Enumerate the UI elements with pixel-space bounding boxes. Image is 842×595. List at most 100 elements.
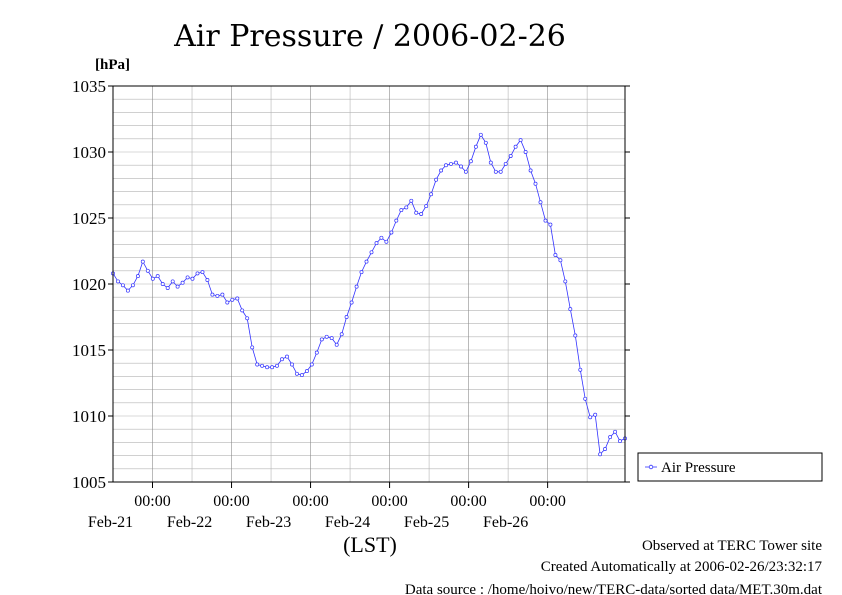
x-axis-ticks: 00:00Feb-2100:00Feb-2200:00Feb-2300:00Fe… xyxy=(88,482,566,531)
data-point xyxy=(593,412,598,417)
data-point xyxy=(160,282,165,286)
data-point xyxy=(140,259,145,264)
data-point xyxy=(334,342,339,347)
series-line-air-pressure xyxy=(112,133,626,456)
data-point xyxy=(250,345,255,350)
data-point xyxy=(190,276,195,281)
data-point xyxy=(424,204,429,209)
y-tick-label: 1035 xyxy=(72,77,106,96)
data-point xyxy=(498,169,503,174)
chart-title: Air Pressure / 2006-02-26 xyxy=(173,19,566,54)
x-tick-date: Feb-21 xyxy=(88,514,133,531)
footer-source: Data source : /home/hoivo/new/TERC-data/… xyxy=(405,582,823,595)
data-point xyxy=(384,239,389,244)
data-point xyxy=(270,365,275,370)
data-point xyxy=(135,274,140,279)
data-point xyxy=(508,154,513,158)
data-point xyxy=(225,300,230,305)
data-point xyxy=(304,369,309,374)
data-point xyxy=(130,283,135,288)
data-point xyxy=(538,200,543,205)
data-point xyxy=(394,218,399,223)
data-point xyxy=(473,144,478,149)
data-point xyxy=(583,396,588,401)
data-point xyxy=(150,276,155,281)
footer-created: Created Automatically at 2006-02-26/23:3… xyxy=(541,559,823,575)
data-point xyxy=(185,275,190,280)
data-point xyxy=(215,293,220,298)
data-point xyxy=(553,253,558,257)
y-tick-label: 1025 xyxy=(72,209,106,228)
data-point xyxy=(459,164,463,169)
data-point xyxy=(309,362,314,367)
y-tick-label: 1005 xyxy=(72,473,106,492)
x-tick-date: Feb-24 xyxy=(325,514,370,531)
y-tick-label: 1010 xyxy=(72,407,106,426)
data-point xyxy=(210,292,215,297)
data-point xyxy=(280,357,284,362)
data-point xyxy=(573,333,578,338)
x-tick-time: 00:00 xyxy=(371,493,407,510)
data-point xyxy=(399,208,404,213)
legend-label-air-pressure: Air Pressure xyxy=(661,460,736,476)
data-point xyxy=(290,362,294,367)
data-point xyxy=(195,271,200,276)
data-point xyxy=(349,300,354,305)
data-point xyxy=(488,160,493,165)
data-point xyxy=(324,334,329,339)
y-tick-label: 1030 xyxy=(72,143,106,162)
data-point xyxy=(339,332,344,337)
data-point xyxy=(205,278,210,282)
data-point xyxy=(414,210,419,215)
data-point xyxy=(359,270,364,275)
data-point xyxy=(235,296,240,301)
data-point xyxy=(528,168,533,173)
y-axis-ticks: 1005 1010 1015 1020 1025 1030 1035 xyxy=(72,77,630,492)
grid xyxy=(113,86,625,482)
plot-frame xyxy=(112,85,626,483)
x-tick-time: 00:00 xyxy=(134,493,170,510)
data-point xyxy=(598,452,603,457)
y-tick-label: 1020 xyxy=(72,275,106,294)
x-tick-time: 00:00 xyxy=(292,493,328,510)
data-point xyxy=(180,280,185,285)
data-point xyxy=(603,447,608,451)
data-point xyxy=(240,308,245,313)
data-point xyxy=(299,373,304,378)
data-point xyxy=(260,363,265,368)
data-point xyxy=(116,279,120,284)
data-point xyxy=(354,284,359,289)
data-point xyxy=(329,336,334,341)
x-tick-time: 00:00 xyxy=(213,493,249,510)
data-point xyxy=(255,362,260,367)
data-point xyxy=(364,259,369,264)
data-point xyxy=(314,350,319,355)
data-point xyxy=(503,161,508,166)
data-point xyxy=(588,415,593,420)
data-point xyxy=(230,297,235,302)
x-axis-label: (LST) xyxy=(343,532,397,557)
data-point xyxy=(463,169,468,174)
data-point xyxy=(454,160,458,165)
data-point xyxy=(404,205,409,210)
series-points xyxy=(111,132,627,457)
data-point xyxy=(389,230,394,235)
legend-box xyxy=(637,452,823,482)
data-point xyxy=(319,337,324,342)
data-point xyxy=(245,316,250,321)
data-point xyxy=(449,161,453,166)
data-point xyxy=(374,241,379,246)
data-point xyxy=(379,235,384,240)
data-point xyxy=(608,435,613,440)
data-point xyxy=(518,138,523,143)
data-point xyxy=(613,429,618,434)
data-point xyxy=(285,354,289,359)
footer-observed: Observed at TERC Tower site xyxy=(642,538,822,554)
legend: Air Pressure xyxy=(637,452,823,482)
data-point xyxy=(558,258,563,263)
data-point xyxy=(439,168,444,173)
data-point xyxy=(434,177,439,182)
data-point xyxy=(478,132,483,137)
data-point xyxy=(578,367,583,372)
y-axis-unit: [hPa] xyxy=(95,57,130,73)
